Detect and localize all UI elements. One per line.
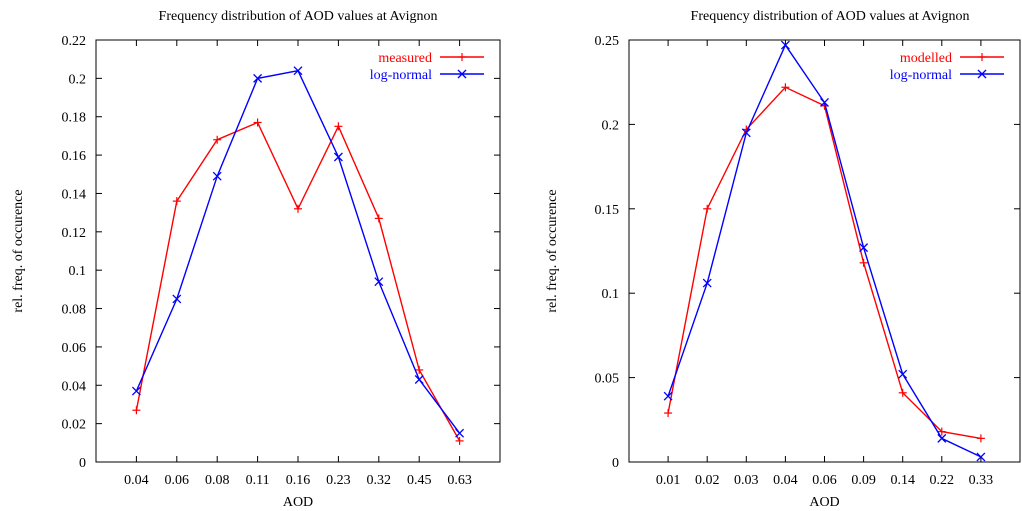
- chart-2-xtick-label: 0.06: [812, 473, 837, 488]
- chart-2-legend-label: modelled: [900, 51, 952, 66]
- chart-1-series-line-log-normal: [135, 69, 461, 434]
- chart-1-legend-marker: [458, 53, 466, 61]
- chart-1-data-point: [253, 118, 262, 127]
- chart-2-xtick-label: 0.04: [773, 473, 798, 488]
- chart-2-xtick-label: 0.22: [930, 473, 955, 488]
- chart-1-xtick-label: 0.23: [326, 473, 351, 488]
- chart-2-data-point: [702, 278, 712, 288]
- chart-2-legend-marker: [977, 69, 987, 79]
- chart-1-data-point: [253, 73, 263, 83]
- chart-2-legend-entry-modelled: modelled: [900, 51, 1004, 66]
- chart-2-legend-entry-log-normal: log-normal: [890, 68, 1004, 83]
- chart-1-ylabel: rel. freq. of occurence: [11, 189, 26, 312]
- chart-1-legend-entry-measured: measured: [378, 51, 484, 66]
- chart-2-ytick-label: 0.2: [602, 118, 620, 133]
- chart-1-ytick-label: 0.12: [62, 226, 87, 241]
- chart-1-xtick-label: 0.06: [165, 473, 190, 488]
- chart-1-data-point: [212, 171, 222, 181]
- chart-2-ytick-label: 0.1: [602, 287, 620, 302]
- chart-1-data-point: [455, 428, 465, 438]
- chart-1-xtick-label: 0.11: [246, 473, 270, 488]
- chart-1-legend-entry-log-normal: log-normal: [370, 68, 484, 83]
- chart-1-data-point: [131, 386, 141, 396]
- chart-2-ytick-label: 0.25: [595, 34, 620, 49]
- chart-2-xtick-label: 0.14: [890, 473, 915, 488]
- chart-1-data-point: [213, 135, 222, 144]
- chart-2-series-log-normal: [663, 40, 986, 462]
- chart-1-ytick-label: 0.1: [69, 264, 87, 279]
- chart-2-data-point: [937, 433, 947, 443]
- chart-1-data-point: [172, 294, 182, 304]
- chart-1-data-point: [333, 152, 343, 162]
- chart-1-data-point: [374, 214, 383, 223]
- chart-1-data-point: [132, 406, 141, 415]
- chart-1-series-log-normal: [131, 66, 465, 438]
- chart-1-data-point: [414, 375, 424, 384]
- chart-2-ytick-label: 0.15: [595, 203, 620, 218]
- chart-1-ytick-label: 0.02: [62, 418, 87, 433]
- chart-2-data-point: [781, 83, 790, 92]
- chart-1-legend-label: log-normal: [370, 68, 432, 83]
- chart-1-ytick-label: 0.14: [62, 187, 87, 202]
- chart-1-data-point: [415, 365, 424, 374]
- chart-2-data-point: [664, 409, 673, 418]
- chart-1: Frequency distribution of AOD values at …: [11, 9, 501, 510]
- chart-2-ylabel: rel. freq. of occurence: [545, 189, 560, 312]
- chart-1-xtick-label: 0.16: [286, 473, 311, 488]
- chart-2-data-point: [780, 40, 790, 50]
- chart-2-data-point: [820, 97, 829, 107]
- chart-1-ytick-label: 0.16: [62, 149, 87, 164]
- chart-2-legend-label: log-normal: [890, 68, 952, 83]
- chart-1-ytick-label: 0: [79, 456, 86, 471]
- chart-1-ytick-label: 0.18: [62, 111, 87, 126]
- chart-1-ytick-label: 0.2: [69, 72, 87, 87]
- chart-1-xtick-label: 0.32: [367, 473, 392, 488]
- chart-2-data-point: [976, 452, 986, 462]
- chart-2-data-point: [741, 128, 751, 138]
- chart-1-legend-label: measured: [378, 51, 432, 66]
- chart-2: Frequency distribution of AOD values at …: [545, 9, 1021, 510]
- chart-1-xtick-label: 0.08: [205, 473, 230, 488]
- chart-2-ytick-label: 0.05: [595, 372, 620, 387]
- chart-1-plot-frame: [95, 39, 501, 463]
- chart-1-ytick-label: 0.04: [62, 379, 87, 394]
- chart-2-series-line-modelled: [667, 86, 982, 440]
- chart-1-data-point: [455, 436, 464, 445]
- chart-2-data-point: [663, 391, 673, 401]
- chart-2-title: Frequency distribution of AOD values at …: [691, 9, 970, 24]
- chart-1-legend-marker: [457, 69, 467, 79]
- chart-1-data-point: [293, 66, 303, 76]
- chart-2-legend-marker: [978, 53, 986, 61]
- chart-1-series-line-measured: [135, 121, 461, 442]
- chart-1-data-point: [374, 277, 384, 287]
- chart-2-data-point: [703, 204, 712, 213]
- chart-2-ytick-label: 0: [612, 456, 619, 471]
- chart-1-xtick-label: 0.63: [447, 473, 472, 488]
- chart-2-data-point: [976, 434, 985, 443]
- chart-1-ytick-label: 0.22: [62, 34, 87, 49]
- chart-1-xtick-label: 0.45: [407, 473, 432, 488]
- chart-1-xtick-label: 0.04: [124, 473, 149, 488]
- chart-2-data-point: [937, 427, 946, 436]
- chart-2-data-point: [898, 388, 907, 397]
- chart-2-xlabel: AOD: [809, 495, 839, 510]
- chart-2-xtick-label: 0.33: [969, 473, 994, 488]
- chart-1-ytick-label: 0.08: [62, 303, 87, 318]
- chart-1-ytick-label: 0.06: [62, 341, 87, 356]
- chart-2-data-point: [859, 243, 869, 253]
- chart-2-xtick-label: 0.01: [656, 473, 681, 488]
- chart-2-xtick-label: 0.02: [695, 473, 720, 488]
- chart-2-xtick-label: 0.09: [851, 473, 876, 488]
- chart-1-series-measured: [132, 118, 464, 445]
- chart-1-data-point: [294, 204, 302, 213]
- chart-1-data-point: [334, 122, 343, 131]
- chart-2-data-point: [859, 258, 868, 267]
- chart-1-xlabel: AOD: [283, 495, 313, 510]
- chart-2-data-point: [898, 369, 908, 379]
- chart-1-data-point: [172, 197, 181, 206]
- chart-1-title: Frequency distribution of AOD values at …: [159, 9, 438, 24]
- chart-2-xtick-label: 0.03: [734, 473, 759, 488]
